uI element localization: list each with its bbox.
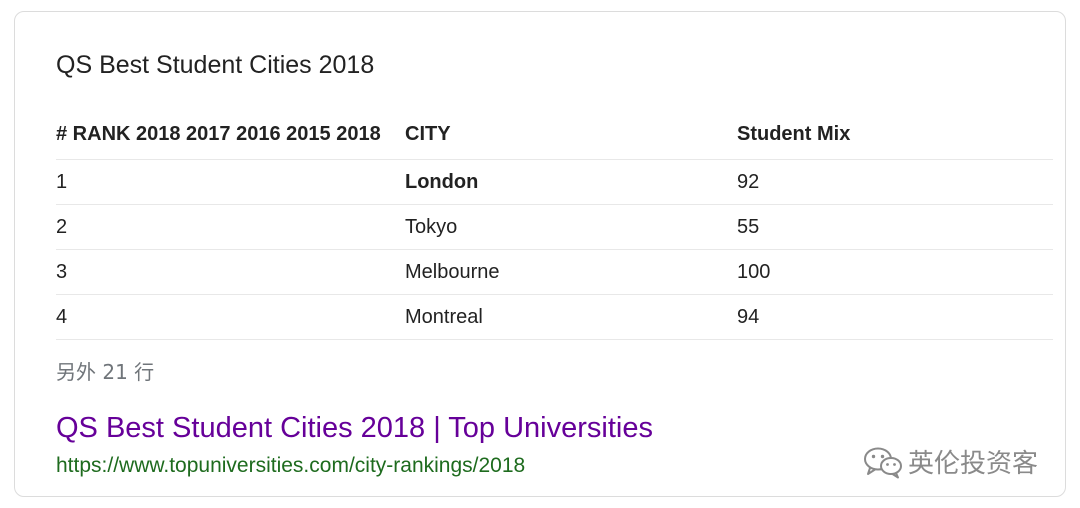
cell-student-mix: 55 (737, 204, 1053, 250)
result-title-link[interactable]: QS Best Student Cities 2018 | Top Univer… (56, 412, 653, 444)
cell-city: Melbourne (405, 249, 737, 295)
cell-rank: 3 (56, 249, 405, 295)
cell-student-mix: 92 (737, 159, 1053, 205)
cell-city: London (405, 159, 737, 205)
table-row: 1 London 92 (56, 159, 1053, 205)
table-row: 3 Melbourne 100 (56, 249, 1053, 295)
table-row: 2 Tokyo 55 (56, 204, 1053, 250)
table-header-row: # RANK 2018 2017 2016 2015 2018 CITY Stu… (56, 109, 1053, 160)
wechat-icon (862, 445, 904, 479)
cell-rank: 4 (56, 294, 405, 340)
cell-student-mix: 94 (737, 294, 1053, 340)
result-url: https://www.topuniversities.com/city-ran… (56, 454, 526, 477)
cell-student-mix: 100 (737, 249, 1053, 295)
header-rank: # RANK 2018 2017 2016 2015 2018 (56, 109, 405, 160)
header-city: CITY (405, 109, 737, 160)
table-title: QS Best Student Cities 2018 (56, 51, 375, 79)
cell-rank: 1 (56, 159, 405, 205)
cell-rank: 2 (56, 204, 405, 250)
result-card: QS Best Student Cities 2018 # RANK 2018 … (14, 11, 1066, 497)
more-rows-link[interactable]: 另外 21 行 (56, 360, 155, 384)
table-row: 4 Montreal 94 (56, 294, 1053, 340)
watermark: 英伦投资客 (862, 443, 1038, 480)
watermark-text: 英伦投资客 (908, 449, 1039, 479)
cell-city: Montreal (405, 294, 737, 340)
ranking-table: # RANK 2018 2017 2016 2015 2018 CITY Stu… (56, 109, 1053, 340)
header-student-mix: Student Mix (737, 109, 1053, 160)
cell-city: Tokyo (405, 204, 737, 250)
